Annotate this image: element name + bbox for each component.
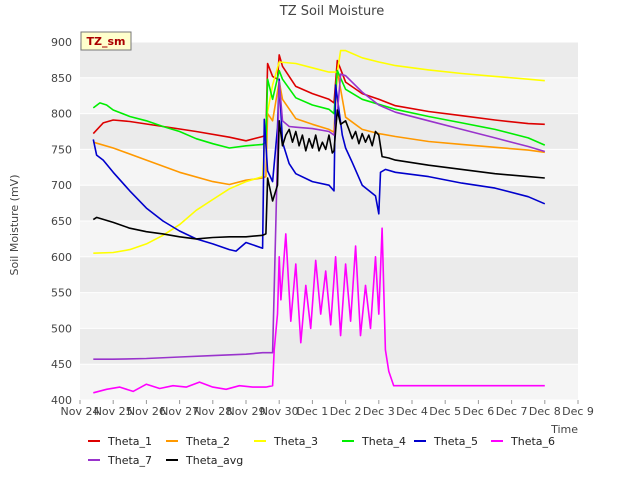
series-line-theta-4 xyxy=(92,69,546,149)
x-tick-label: Nov 24 xyxy=(61,405,100,418)
plot-band xyxy=(80,364,578,400)
legend-item-theta-2: Theta_2 xyxy=(166,435,230,448)
series-lines xyxy=(92,49,546,394)
series-line-theta-6 xyxy=(93,227,545,394)
legend-item-theta-5: Theta_5 xyxy=(414,435,478,448)
legend-item-theta-3: Theta_3 xyxy=(254,435,318,448)
y-axis-ticks: 400 450 500 550 600 650 700 750 800 850 900 xyxy=(51,36,72,407)
plot-band xyxy=(80,256,578,293)
legend-label: Theta_5 xyxy=(433,435,478,448)
x-tick-label: Dec 9 xyxy=(562,405,594,418)
x-tick-label: Nov 26 xyxy=(127,405,166,418)
y-tick-label: 500 xyxy=(51,322,72,335)
y-tick-label: 450 xyxy=(51,358,72,371)
plot-band xyxy=(80,221,578,257)
y-tick-label: 550 xyxy=(51,287,72,300)
legend-label: Theta_3 xyxy=(273,435,318,448)
x-tick-label: Dec 4 xyxy=(396,405,428,418)
y-tick-label: 650 xyxy=(51,215,72,228)
legend-label: Theta_6 xyxy=(510,435,555,448)
x-tick-label: Dec 1 xyxy=(297,405,329,418)
series-line-theta-5 xyxy=(92,78,546,252)
y-tick-label: 800 xyxy=(51,108,72,121)
x-tick-label: Dec 6 xyxy=(463,405,495,418)
x-tick-label: Nov 25 xyxy=(94,405,133,418)
chart-title: TZ Soil Moisture xyxy=(279,4,385,19)
y-tick-label: 400 xyxy=(51,394,72,407)
x-tick-label: Dec 2 xyxy=(330,405,362,418)
y-tick-label: 750 xyxy=(51,143,72,156)
site-badge: TZ_sm xyxy=(80,31,132,51)
legend: Theta_1 Theta_2 Theta_3 Theta_4 Theta_5 Theta… xyxy=(88,435,555,467)
x-tick-label: Nov 29 xyxy=(227,405,266,418)
series-line-theta-3 xyxy=(93,49,545,254)
legend-label: Theta_4 xyxy=(361,435,406,448)
y-tick-label: 850 xyxy=(51,72,72,85)
y-tick-label: 900 xyxy=(51,36,72,49)
x-axis-label: Time xyxy=(550,423,578,436)
legend-item-theta-1: Theta_1 xyxy=(88,435,152,448)
x-tick-label: Dec 5 xyxy=(429,405,461,418)
y-tick-label: 700 xyxy=(51,179,72,192)
x-tick-label: Nov 27 xyxy=(160,405,199,418)
y-tick-label: 600 xyxy=(51,251,72,264)
legend-item-theta-6: Theta_6 xyxy=(491,435,555,448)
plot-band xyxy=(80,77,578,114)
legend-item-theta-avg: Theta_avg xyxy=(166,454,243,467)
plot-band xyxy=(80,149,578,186)
series-line-theta-1 xyxy=(92,54,545,142)
series-line-theta-7 xyxy=(93,73,546,361)
series-line-theta-avg xyxy=(92,109,545,240)
y-axis-label: Soil Moisture (mV) xyxy=(8,175,21,276)
legend-label: Theta_2 xyxy=(185,435,230,448)
x-tick-label: Nov 30 xyxy=(260,405,299,418)
site-badge-label: TZ_sm xyxy=(87,35,126,48)
x-tick-label: Dec 7 xyxy=(496,405,528,418)
legend-label: Theta_avg xyxy=(185,454,243,467)
legend-item-theta-7: Theta_7 xyxy=(88,454,152,467)
plot-band xyxy=(80,185,578,221)
series-line-theta-2 xyxy=(93,69,545,186)
x-tick-label: Dec 8 xyxy=(529,405,561,418)
legend-label: Theta_1 xyxy=(107,435,152,448)
legend-item-theta-4: Theta_4 xyxy=(342,435,406,448)
x-tick-label: Dec 3 xyxy=(363,405,395,418)
x-tick-label: Nov 28 xyxy=(193,405,232,418)
legend-label: Theta_7 xyxy=(107,454,152,467)
